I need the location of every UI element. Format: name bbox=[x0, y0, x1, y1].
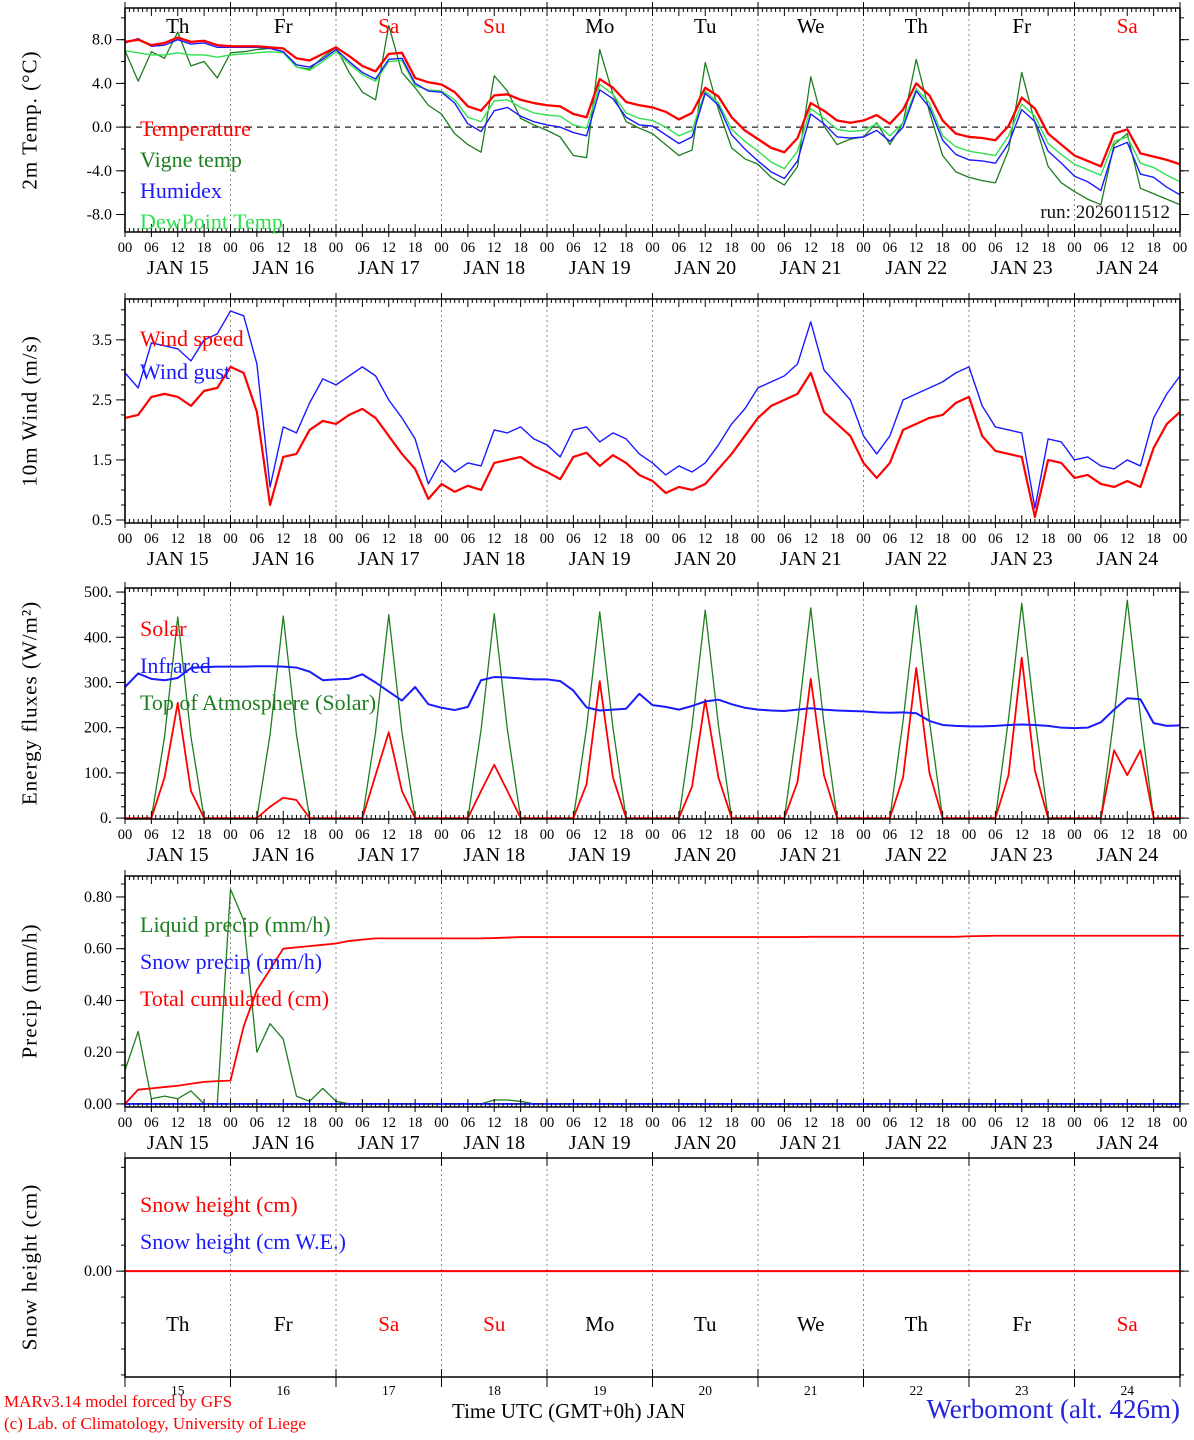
y-axis-title-wind: 10m Wind (m/s) bbox=[17, 335, 42, 487]
legend-item: Top of Atmosphere (Solar) bbox=[140, 690, 377, 715]
day-label: Th bbox=[166, 14, 190, 38]
day-label: We bbox=[797, 1312, 825, 1336]
day-label: Fr bbox=[1012, 14, 1032, 38]
day-label: Fr bbox=[273, 14, 293, 38]
day-label: We bbox=[797, 14, 825, 38]
y-axis-title-snow: Snow height (cm) bbox=[17, 1183, 42, 1351]
day-label: Su bbox=[483, 14, 506, 38]
day-label: Tu bbox=[693, 1312, 717, 1336]
station-label: Werbomont (alt. 426m) bbox=[926, 1394, 1180, 1424]
legend-energy: Solar Infrared Top of Atmosphere (Solar) bbox=[140, 610, 376, 721]
day-label: Fr bbox=[1012, 1312, 1032, 1336]
model-credit: MARv3.14 model forced by GFS bbox=[4, 1392, 233, 1411]
day-label: Th bbox=[904, 14, 928, 38]
day-label: Fr bbox=[273, 1312, 293, 1336]
legend-item: Snow height (cm) bbox=[140, 1192, 298, 1217]
day-label: Sa bbox=[1116, 1312, 1138, 1336]
day-label: Sa bbox=[378, 14, 400, 38]
lab-credit: (c) Lab. of Climatology, University of L… bbox=[4, 1414, 306, 1433]
day-label: Sa bbox=[378, 1312, 400, 1336]
y-axis-title-temperature: 2m Temp. (°C) bbox=[17, 50, 42, 190]
legend-item: Temperature bbox=[140, 116, 251, 141]
legend-wind: Wind speed Wind gust bbox=[140, 322, 244, 388]
legend-item: DewPoint Temp bbox=[140, 209, 283, 234]
day-label: Mo bbox=[585, 1312, 615, 1336]
legend-item: Humidex bbox=[140, 178, 222, 203]
legend-item: Total cumulated (cm) bbox=[140, 986, 330, 1011]
legend-precip: Liquid precip (mm/h) Snow precip (mm/h) To… bbox=[140, 906, 331, 1017]
day-label: Th bbox=[166, 1312, 190, 1336]
legend-item: Snow height (cm W.E.) bbox=[140, 1229, 346, 1254]
legend-temperature: Temperature Vigne temp Humidex DewPoint Tem… bbox=[140, 113, 283, 237]
legend-item: Snow precip (mm/h) bbox=[140, 949, 323, 974]
day-label: Su bbox=[483, 1312, 506, 1336]
day-of-week-row-bottom: Th Fr Sa Su Mo Tu We Th Fr Sa bbox=[125, 1312, 1180, 1338]
day-label: Tu bbox=[693, 14, 717, 38]
legend-item: Wind speed bbox=[140, 326, 244, 351]
legend-item: Infrared bbox=[140, 653, 211, 678]
y-axis-title-energy: Energy fluxes (W/m²) bbox=[17, 600, 42, 806]
legend-snow: Snow height (cm) Snow height (cm W.E.) bbox=[140, 1186, 346, 1260]
legend-item: Wind gust bbox=[140, 359, 231, 384]
day-label: Th bbox=[904, 1312, 928, 1336]
day-label: Mo bbox=[585, 14, 615, 38]
run-label: run: 2026011512 bbox=[1040, 202, 1170, 223]
day-of-week-row-top: Th Fr Sa Su Mo Tu We Th Fr Sa bbox=[125, 14, 1180, 40]
y-axis-title-precip: Precip (mm/h) bbox=[17, 923, 42, 1059]
legend-item: Solar bbox=[140, 616, 187, 641]
legend-item: Liquid precip (mm/h) bbox=[140, 912, 331, 937]
time-axis-label: Time UTC (GMT+0h) JAN bbox=[452, 1399, 686, 1423]
legend-item: Vigne temp bbox=[140, 147, 242, 172]
day-label: Sa bbox=[1116, 14, 1138, 38]
